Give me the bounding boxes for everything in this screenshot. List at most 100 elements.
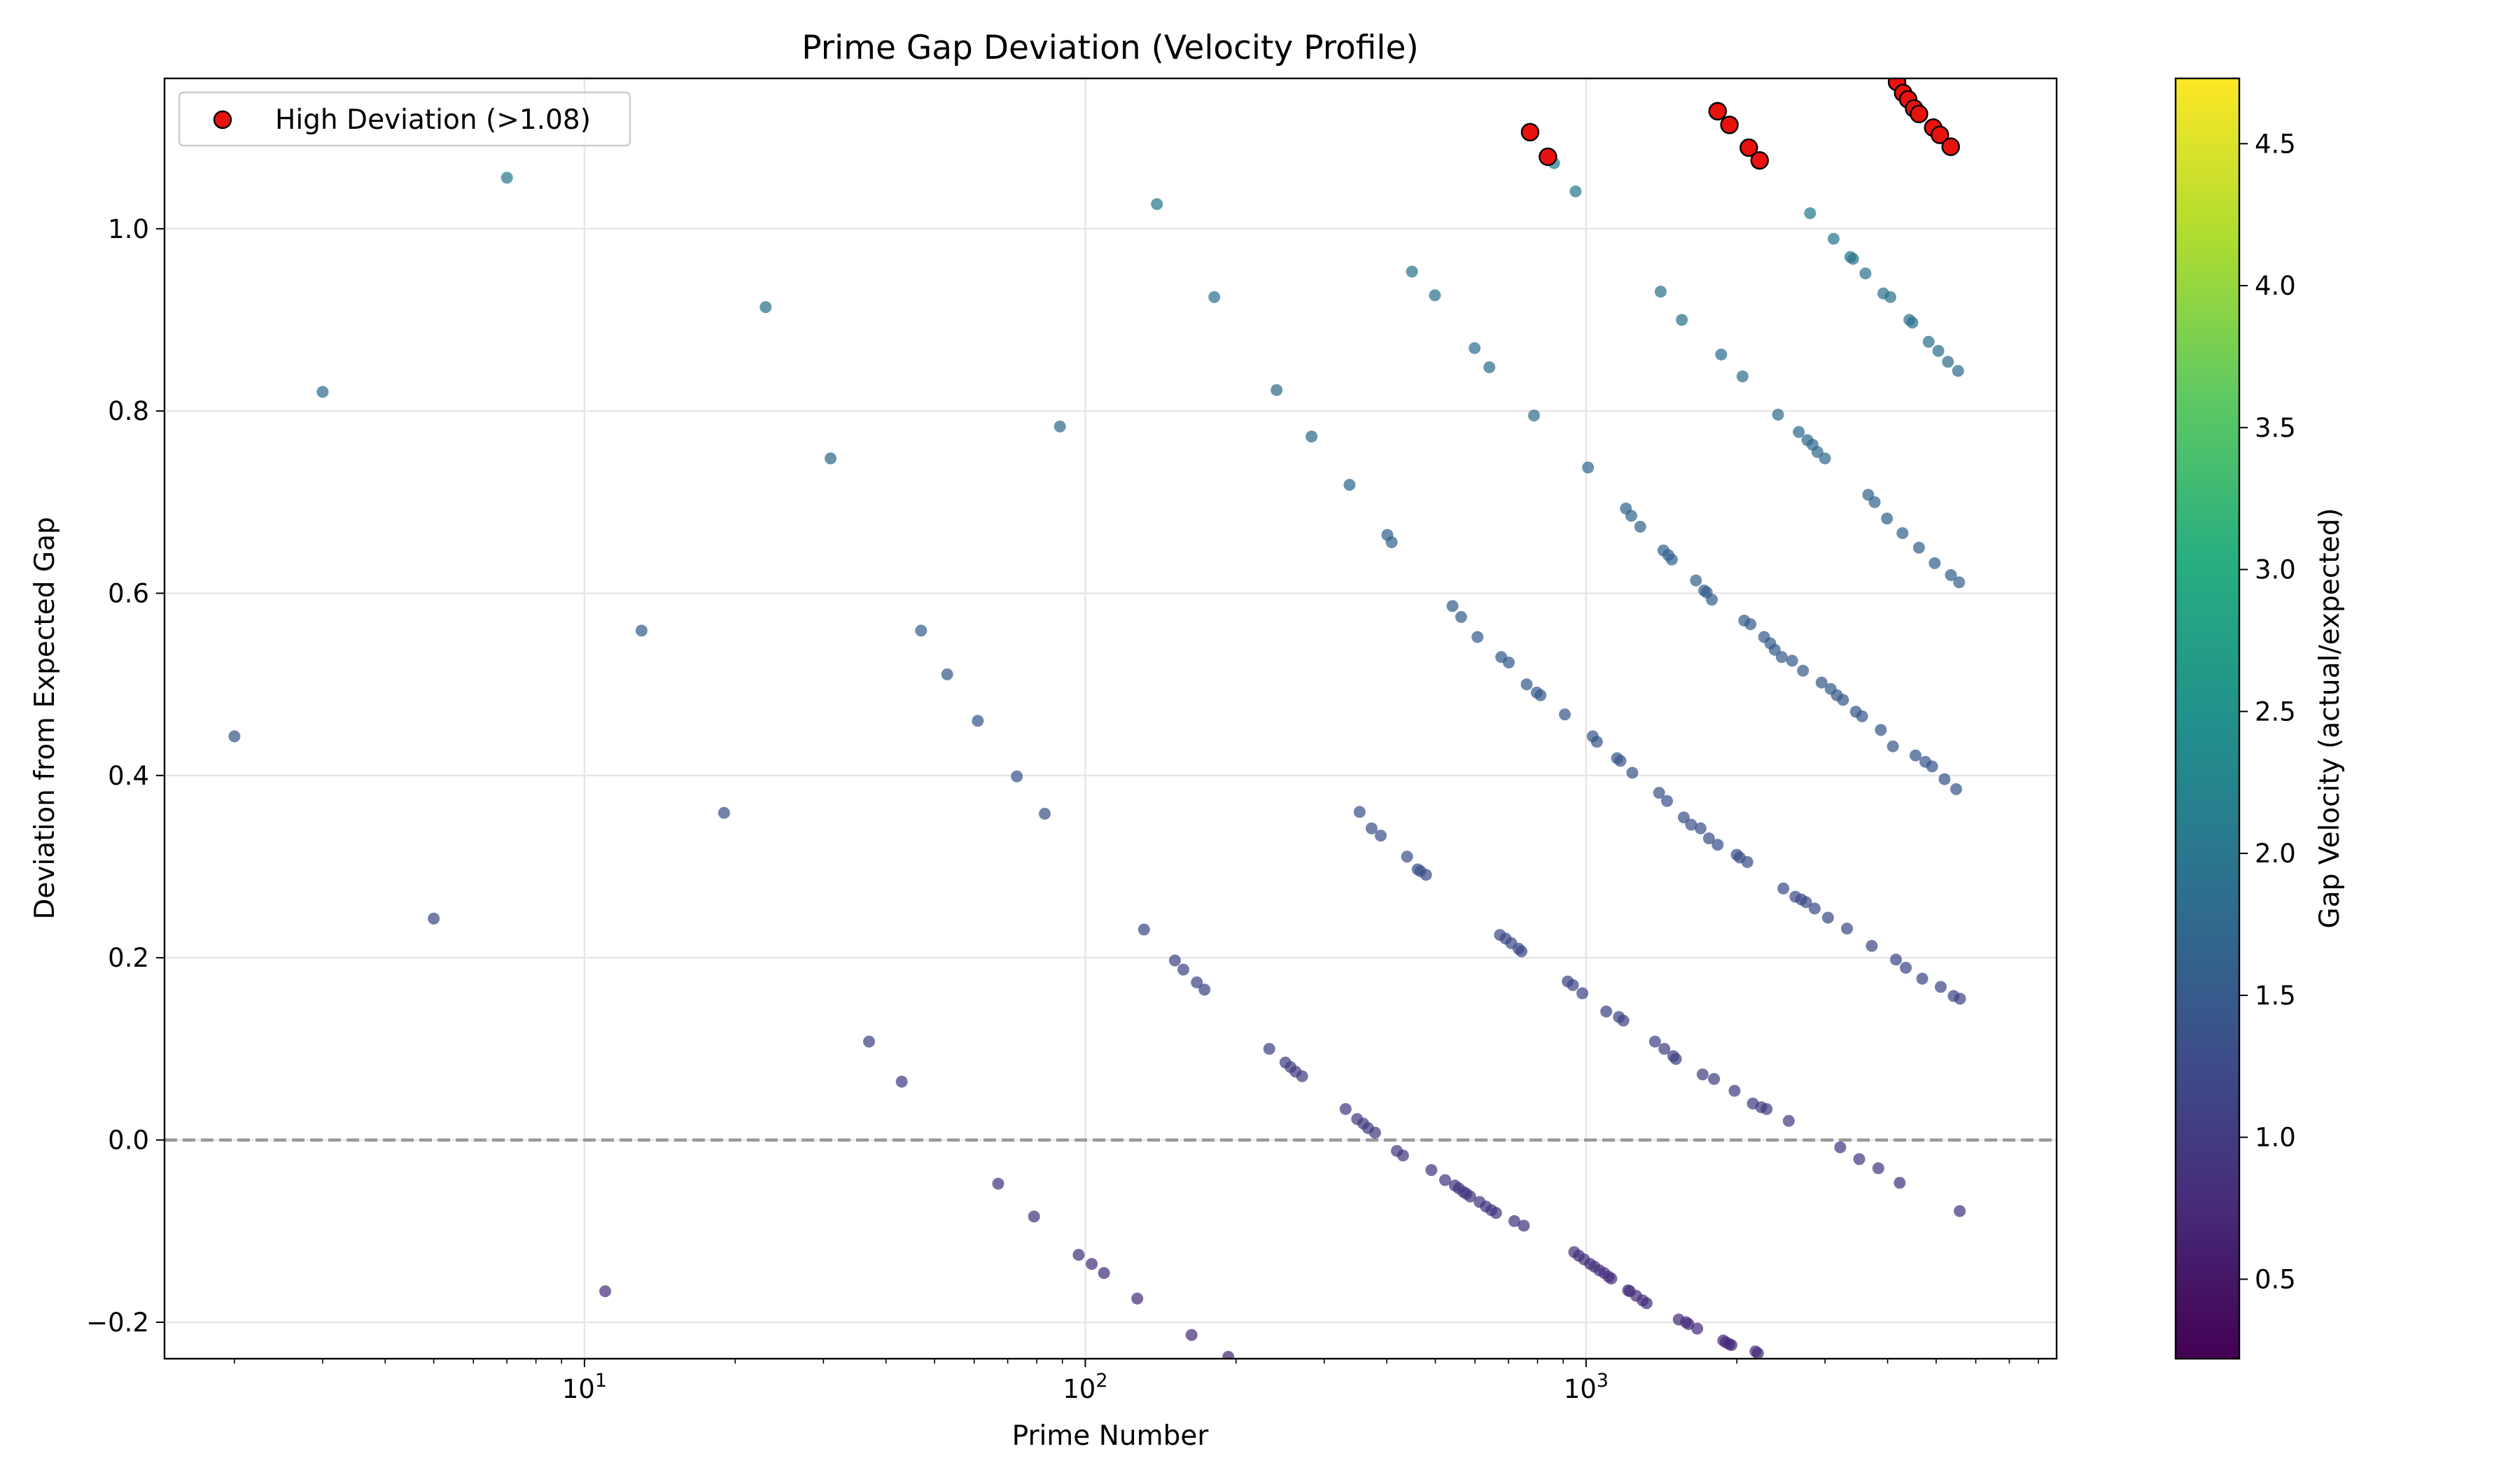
data-point	[1953, 576, 1966, 589]
data-point	[1952, 365, 1964, 377]
data-point	[1339, 1102, 1352, 1115]
y-tick-label: 0.4	[108, 761, 149, 791]
data-point	[760, 301, 772, 314]
data-point	[1934, 981, 1947, 993]
data-point	[1800, 896, 1812, 909]
data-point	[1222, 1350, 1235, 1359]
data-point	[1744, 618, 1757, 631]
y-tick-label: 0.8	[108, 396, 149, 426]
data-point	[1151, 198, 1163, 211]
data-point	[1916, 972, 1928, 985]
grid	[164, 78, 2057, 1359]
high-deviation-point	[1941, 137, 1960, 156]
data-point	[1429, 289, 1441, 302]
data-point	[1516, 945, 1528, 958]
data-point	[1198, 983, 1211, 996]
data-point	[1640, 1297, 1653, 1310]
y-tick-label: 0.2	[108, 943, 149, 973]
data-point	[1893, 1177, 1906, 1189]
data-point	[636, 624, 648, 637]
data-point	[1751, 1347, 1764, 1359]
data-point	[1896, 527, 1909, 540]
high-deviation-point	[1520, 122, 1540, 142]
y-tick-label: 0.6	[108, 579, 149, 609]
data-point	[1797, 664, 1809, 677]
colorbar-tick-label: 0.5	[2255, 1264, 2296, 1294]
colorbar-tick-label: 1.0	[2255, 1123, 2296, 1153]
x-axis-ticks: 101 102 103	[234, 1359, 2039, 1404]
data-points	[228, 157, 1966, 1359]
data-point	[1086, 1258, 1098, 1270]
data-point	[228, 730, 241, 743]
data-point	[1658, 1042, 1671, 1055]
colorbar-tick-label: 2.5	[2255, 696, 2296, 727]
data-point	[1138, 923, 1150, 936]
data-point	[1821, 911, 1834, 924]
data-point	[1782, 1114, 1795, 1127]
y-tick-label: 0.0	[108, 1126, 149, 1156]
data-point	[1856, 710, 1868, 722]
data-point	[1847, 253, 1859, 265]
data-point	[1702, 832, 1715, 845]
data-point	[1715, 348, 1728, 360]
data-point	[1464, 1190, 1476, 1203]
data-point	[1665, 553, 1678, 566]
data-point	[1694, 822, 1707, 834]
data-point	[1725, 1338, 1737, 1351]
data-point	[1582, 461, 1595, 474]
data-point	[1270, 384, 1283, 396]
data-point	[1736, 370, 1749, 383]
y-axis-title: Deviation from Expected Gap	[29, 517, 61, 919]
data-point	[718, 806, 730, 819]
data-point	[1859, 267, 1872, 280]
data-point	[1685, 818, 1698, 831]
colorbar-tick-label: 1.5	[2255, 981, 2296, 1011]
data-point	[1872, 1162, 1884, 1175]
data-point	[1527, 410, 1540, 422]
data-point	[1520, 678, 1533, 691]
data-point	[1626, 766, 1639, 779]
data-point	[1886, 740, 1899, 752]
data-point	[1875, 724, 1887, 736]
data-point	[1534, 689, 1547, 701]
colorbar-tick-label: 4.5	[2255, 129, 2296, 159]
data-point	[1900, 962, 1912, 974]
data-point	[1942, 356, 1954, 368]
legend-marker	[213, 110, 232, 130]
data-point	[1690, 574, 1702, 587]
data-point	[1696, 1068, 1709, 1081]
data-point	[941, 668, 953, 680]
legend: High Deviation (>1.08)	[178, 91, 631, 147]
colorbar-ticks: 0.5 1.0 1.5 2.0 2.5 3.0 3.5 4.0 4.5	[2239, 129, 2296, 1294]
data-point	[1682, 1318, 1695, 1331]
data-point	[1677, 811, 1690, 824]
data-point	[428, 912, 440, 925]
data-point	[1775, 651, 1788, 664]
data-point	[1590, 736, 1603, 748]
high-deviation-point	[1720, 115, 1739, 134]
data-point	[1600, 1005, 1613, 1018]
high-deviation-point	[1740, 138, 1758, 158]
data-point	[1368, 1126, 1381, 1139]
data-point	[1865, 939, 1878, 952]
data-point	[1098, 1267, 1110, 1280]
data-point	[1938, 773, 1951, 785]
data-point	[825, 452, 837, 465]
data-point	[1028, 1210, 1040, 1223]
data-point	[1306, 430, 1318, 443]
data-point	[1653, 787, 1665, 799]
colorbar: 0.5 1.0 1.5 2.0 2.5 3.0 3.5 4.0 4.5 Gap Velocity…	[2174, 77, 2346, 1360]
colorbar-tick-label: 3.5	[2255, 413, 2296, 443]
data-point	[1502, 656, 1515, 668]
legend-box	[178, 91, 631, 147]
data-point	[1950, 783, 1963, 795]
data-point	[1910, 749, 1922, 762]
data-point	[1884, 290, 1897, 303]
data-point	[599, 1285, 612, 1298]
data-point	[1011, 770, 1023, 783]
data-point	[1819, 452, 1831, 465]
data-point	[1922, 335, 1935, 348]
data-point	[1131, 1292, 1144, 1305]
data-point	[1954, 993, 1966, 1005]
